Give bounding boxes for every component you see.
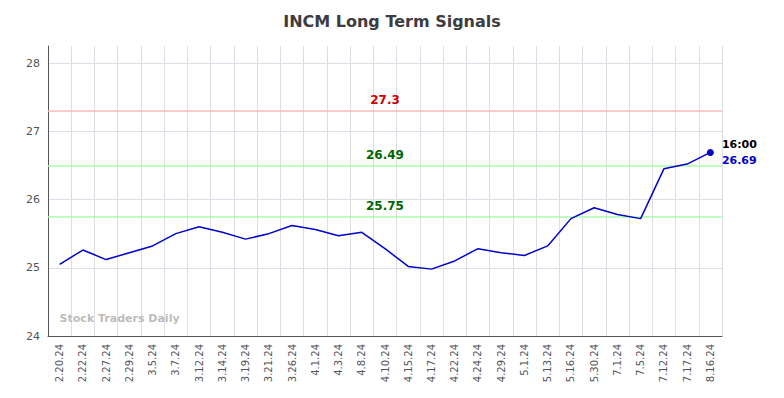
svg-text:4.8.24: 4.8.24 — [356, 344, 367, 376]
svg-text:4.1.24: 4.1.24 — [310, 344, 321, 376]
svg-text:5.30.24: 5.30.24 — [589, 344, 600, 382]
svg-text:INCM Long Term Signals: INCM Long Term Signals — [283, 12, 501, 31]
svg-text:28: 28 — [26, 57, 40, 70]
svg-text:16:00: 16:00 — [722, 138, 757, 151]
svg-text:26.69: 26.69 — [722, 154, 757, 167]
svg-text:7.5.24: 7.5.24 — [635, 344, 646, 376]
svg-text:7.17.24: 7.17.24 — [682, 344, 693, 382]
svg-text:3.14.24: 3.14.24 — [217, 344, 228, 382]
svg-text:2.27.24: 2.27.24 — [101, 344, 112, 382]
svg-text:7.1.24: 7.1.24 — [612, 344, 623, 376]
svg-text:4.3.24: 4.3.24 — [333, 344, 344, 376]
svg-text:24: 24 — [26, 330, 40, 343]
svg-text:25: 25 — [26, 261, 40, 274]
svg-text:26: 26 — [26, 193, 40, 206]
svg-text:8.16.24: 8.16.24 — [705, 344, 716, 382]
svg-text:27.3: 27.3 — [370, 93, 400, 107]
svg-text:3.26.24: 3.26.24 — [287, 344, 298, 382]
svg-text:5.1.24: 5.1.24 — [519, 344, 530, 376]
svg-text:4.15.24: 4.15.24 — [403, 344, 414, 382]
svg-text:2.29.24: 2.29.24 — [124, 344, 135, 382]
svg-text:25.75: 25.75 — [366, 199, 404, 213]
svg-text:4.22.24: 4.22.24 — [449, 344, 460, 382]
svg-text:3.21.24: 3.21.24 — [263, 344, 274, 382]
svg-text:5.13.24: 5.13.24 — [542, 344, 553, 382]
svg-text:Stock Traders Daily: Stock Traders Daily — [60, 312, 180, 325]
svg-text:27: 27 — [26, 125, 40, 138]
svg-text:7.12.24: 7.12.24 — [658, 344, 669, 382]
svg-text:4.29.24: 4.29.24 — [496, 344, 507, 382]
svg-text:26.49: 26.49 — [366, 148, 404, 162]
svg-text:2.22.24: 2.22.24 — [77, 344, 88, 382]
svg-text:3.12.24: 3.12.24 — [194, 344, 205, 382]
svg-text:5.16.24: 5.16.24 — [565, 344, 576, 382]
svg-text:3.5.24: 3.5.24 — [147, 344, 158, 376]
svg-text:4.10.24: 4.10.24 — [380, 344, 391, 382]
svg-text:4.24.24: 4.24.24 — [472, 344, 483, 382]
svg-text:2.20.24: 2.20.24 — [54, 344, 65, 382]
svg-text:4.17.24: 4.17.24 — [426, 344, 437, 382]
svg-text:3.19.24: 3.19.24 — [240, 344, 251, 382]
svg-text:3.7.24: 3.7.24 — [170, 344, 181, 376]
